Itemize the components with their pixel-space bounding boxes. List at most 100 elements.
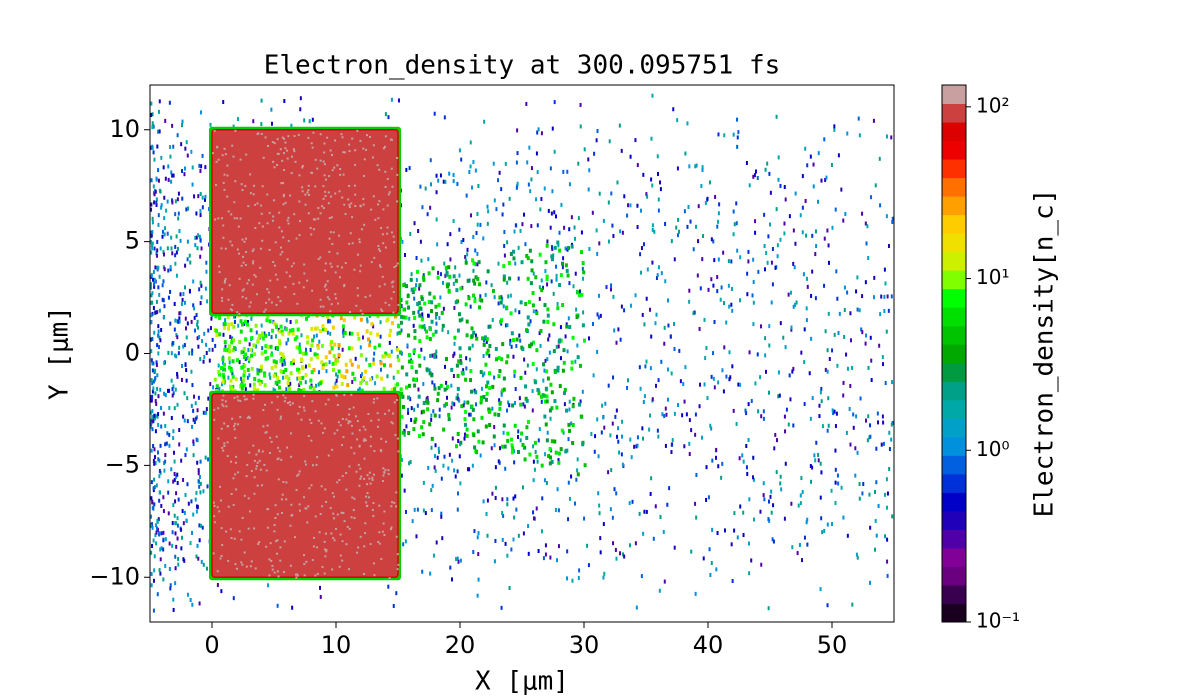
target-speck	[338, 234, 341, 237]
density-speck	[447, 417, 451, 422]
density-speck	[270, 366, 274, 371]
target-speck	[234, 461, 237, 464]
density-speck	[751, 475, 754, 480]
target-speck	[225, 530, 228, 533]
density-speck	[552, 291, 555, 296]
density-speck	[670, 239, 673, 244]
density-speck	[232, 596, 235, 601]
density-speck	[307, 363, 311, 368]
density-speck	[665, 412, 668, 417]
target-speck	[361, 312, 364, 315]
target-speck	[310, 439, 313, 442]
density-speck	[688, 441, 691, 446]
density-speck	[833, 124, 836, 129]
density-speck	[266, 356, 270, 361]
density-speck	[196, 543, 199, 548]
density-speck	[357, 336, 361, 341]
density-speck	[160, 503, 163, 508]
density-speck	[748, 571, 751, 576]
density-speck	[537, 391, 541, 396]
target-speck	[274, 504, 277, 507]
density-speck	[151, 414, 154, 419]
density-speck	[649, 491, 652, 496]
density-speck	[212, 385, 215, 390]
target-speck	[342, 436, 345, 439]
density-speck	[836, 363, 839, 368]
density-speck	[265, 318, 269, 323]
density-speck	[201, 339, 204, 344]
density-speck	[731, 364, 734, 369]
density-speck	[442, 427, 446, 432]
density-speck	[300, 333, 303, 338]
density-speck	[645, 509, 648, 514]
density-speck	[621, 434, 624, 439]
density-speck	[476, 276, 480, 281]
density-speck	[556, 368, 560, 373]
density-speck	[577, 575, 580, 580]
density-speck	[173, 406, 176, 411]
density-speck	[558, 384, 562, 389]
target-speck	[314, 574, 317, 577]
density-speck	[694, 224, 697, 229]
target-speck	[380, 450, 383, 453]
density-speck	[379, 334, 382, 339]
density-speck	[536, 459, 539, 464]
density-speck	[452, 219, 455, 224]
density-speck	[476, 211, 479, 216]
density-speck	[458, 148, 461, 153]
target-speck	[241, 289, 244, 292]
target-speck	[310, 233, 313, 236]
density-speck	[882, 362, 885, 367]
target-speck	[289, 194, 292, 197]
target-speck	[378, 531, 381, 534]
density-speck	[326, 314, 330, 319]
density-speck	[704, 200, 707, 205]
density-speck	[542, 362, 546, 367]
density-speck	[168, 388, 171, 393]
density-speck	[150, 496, 153, 501]
target-speck	[322, 160, 325, 163]
target-speck	[223, 444, 226, 447]
density-speck	[869, 580, 872, 585]
target-speck	[297, 133, 300, 136]
density-speck	[155, 530, 158, 535]
density-speck	[187, 501, 190, 506]
density-speck	[157, 457, 160, 462]
target-speck	[262, 409, 265, 412]
density-speck	[235, 358, 239, 363]
density-speck	[328, 350, 332, 355]
target-speck	[290, 265, 293, 268]
density-speck	[497, 301, 500, 306]
y-tick-label: 0	[125, 339, 140, 367]
density-speck	[434, 454, 437, 459]
target-speck	[355, 470, 358, 473]
target-speck	[287, 216, 290, 219]
density-speck	[538, 285, 541, 290]
density-speck	[653, 229, 656, 234]
density-speck	[150, 583, 153, 588]
density-speck	[550, 439, 554, 444]
target-speck	[266, 193, 269, 196]
density-speck	[730, 542, 733, 547]
target-speck	[293, 213, 296, 216]
density-speck	[312, 386, 316, 391]
density-speck	[269, 375, 272, 380]
density-speck	[401, 394, 405, 399]
density-speck	[571, 441, 575, 446]
density-speck	[250, 335, 254, 340]
target-speck	[323, 572, 326, 575]
density-speck	[502, 277, 506, 282]
density-speck	[191, 351, 194, 356]
density-speck	[424, 327, 427, 332]
density-speck	[472, 234, 475, 239]
density-speck	[231, 374, 235, 379]
density-speck	[153, 447, 156, 452]
density-speck	[223, 325, 227, 330]
density-speck	[171, 521, 174, 526]
density-speck	[629, 154, 632, 159]
target-speck	[314, 410, 317, 413]
density-speck	[694, 432, 697, 437]
density-speck	[194, 497, 197, 502]
density-speck	[158, 274, 161, 279]
density-speck	[779, 481, 782, 486]
